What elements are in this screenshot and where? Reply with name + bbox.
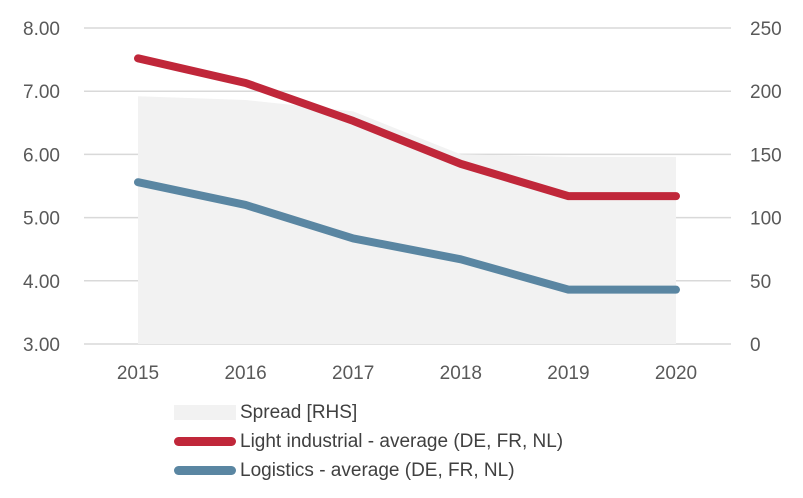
legend-swatch-spread bbox=[174, 405, 236, 420]
line-series-layer bbox=[134, 54, 680, 294]
left-tick-label: 8.00 bbox=[23, 19, 60, 40]
chart: 3.00 4.00 5.00 6.00 7.00 8.00 0 50 100 150 200 250… bbox=[23, 19, 782, 384]
right-tick-label: 100 bbox=[750, 209, 782, 230]
right-tick-label: 250 bbox=[750, 19, 782, 40]
left-tick-label: 5.00 bbox=[23, 209, 60, 230]
right-tick-label: 150 bbox=[750, 145, 782, 166]
left-tick-label: 3.00 bbox=[23, 335, 60, 356]
series-spread-area bbox=[138, 96, 676, 344]
x-tick-label: 2019 bbox=[547, 363, 589, 384]
legend-swatch-light-industrial bbox=[174, 437, 236, 446]
right-tick-label: 200 bbox=[750, 82, 782, 103]
x-tick-label: 2020 bbox=[655, 363, 697, 384]
x-tick-label: 2016 bbox=[224, 363, 266, 384]
legend-label-spread: Spread [RHS] bbox=[240, 401, 358, 423]
series-logistics-line bbox=[134, 178, 680, 294]
legend-item-light-industrial: Light industrial - average (DE, FR, NL) bbox=[174, 427, 563, 456]
series-light-industrial-line bbox=[134, 54, 680, 201]
x-tick-label: 2018 bbox=[440, 363, 482, 384]
left-tick-label: 7.00 bbox=[23, 82, 60, 103]
left-tick-label: 6.00 bbox=[23, 145, 60, 166]
legend-swatch-logistics bbox=[174, 466, 236, 475]
legend-label-light-industrial: Light industrial - average (DE, FR, NL) bbox=[240, 430, 564, 452]
legend-item-spread: Spread [RHS] bbox=[174, 398, 563, 427]
right-axis: 0 50 100 150 200 250 bbox=[750, 19, 782, 356]
legend-item-logistics: Logistics - average (DE, FR, NL) bbox=[174, 456, 563, 485]
legend: Spread [RHS] Light industrial - average … bbox=[174, 398, 563, 485]
x-tick-label: 2017 bbox=[332, 363, 374, 384]
x-axis: 2015 2016 2017 2018 2019 2020 bbox=[117, 363, 697, 384]
right-tick-label: 0 bbox=[750, 335, 761, 356]
left-tick-label: 4.00 bbox=[23, 272, 60, 293]
spread-area-layer bbox=[138, 96, 676, 344]
left-axis: 3.00 4.00 5.00 6.00 7.00 8.00 bbox=[23, 19, 60, 356]
right-tick-label: 50 bbox=[750, 272, 771, 293]
legend-label-logistics: Logistics - average (DE, FR, NL) bbox=[240, 459, 515, 481]
x-tick-label: 2015 bbox=[117, 363, 159, 384]
